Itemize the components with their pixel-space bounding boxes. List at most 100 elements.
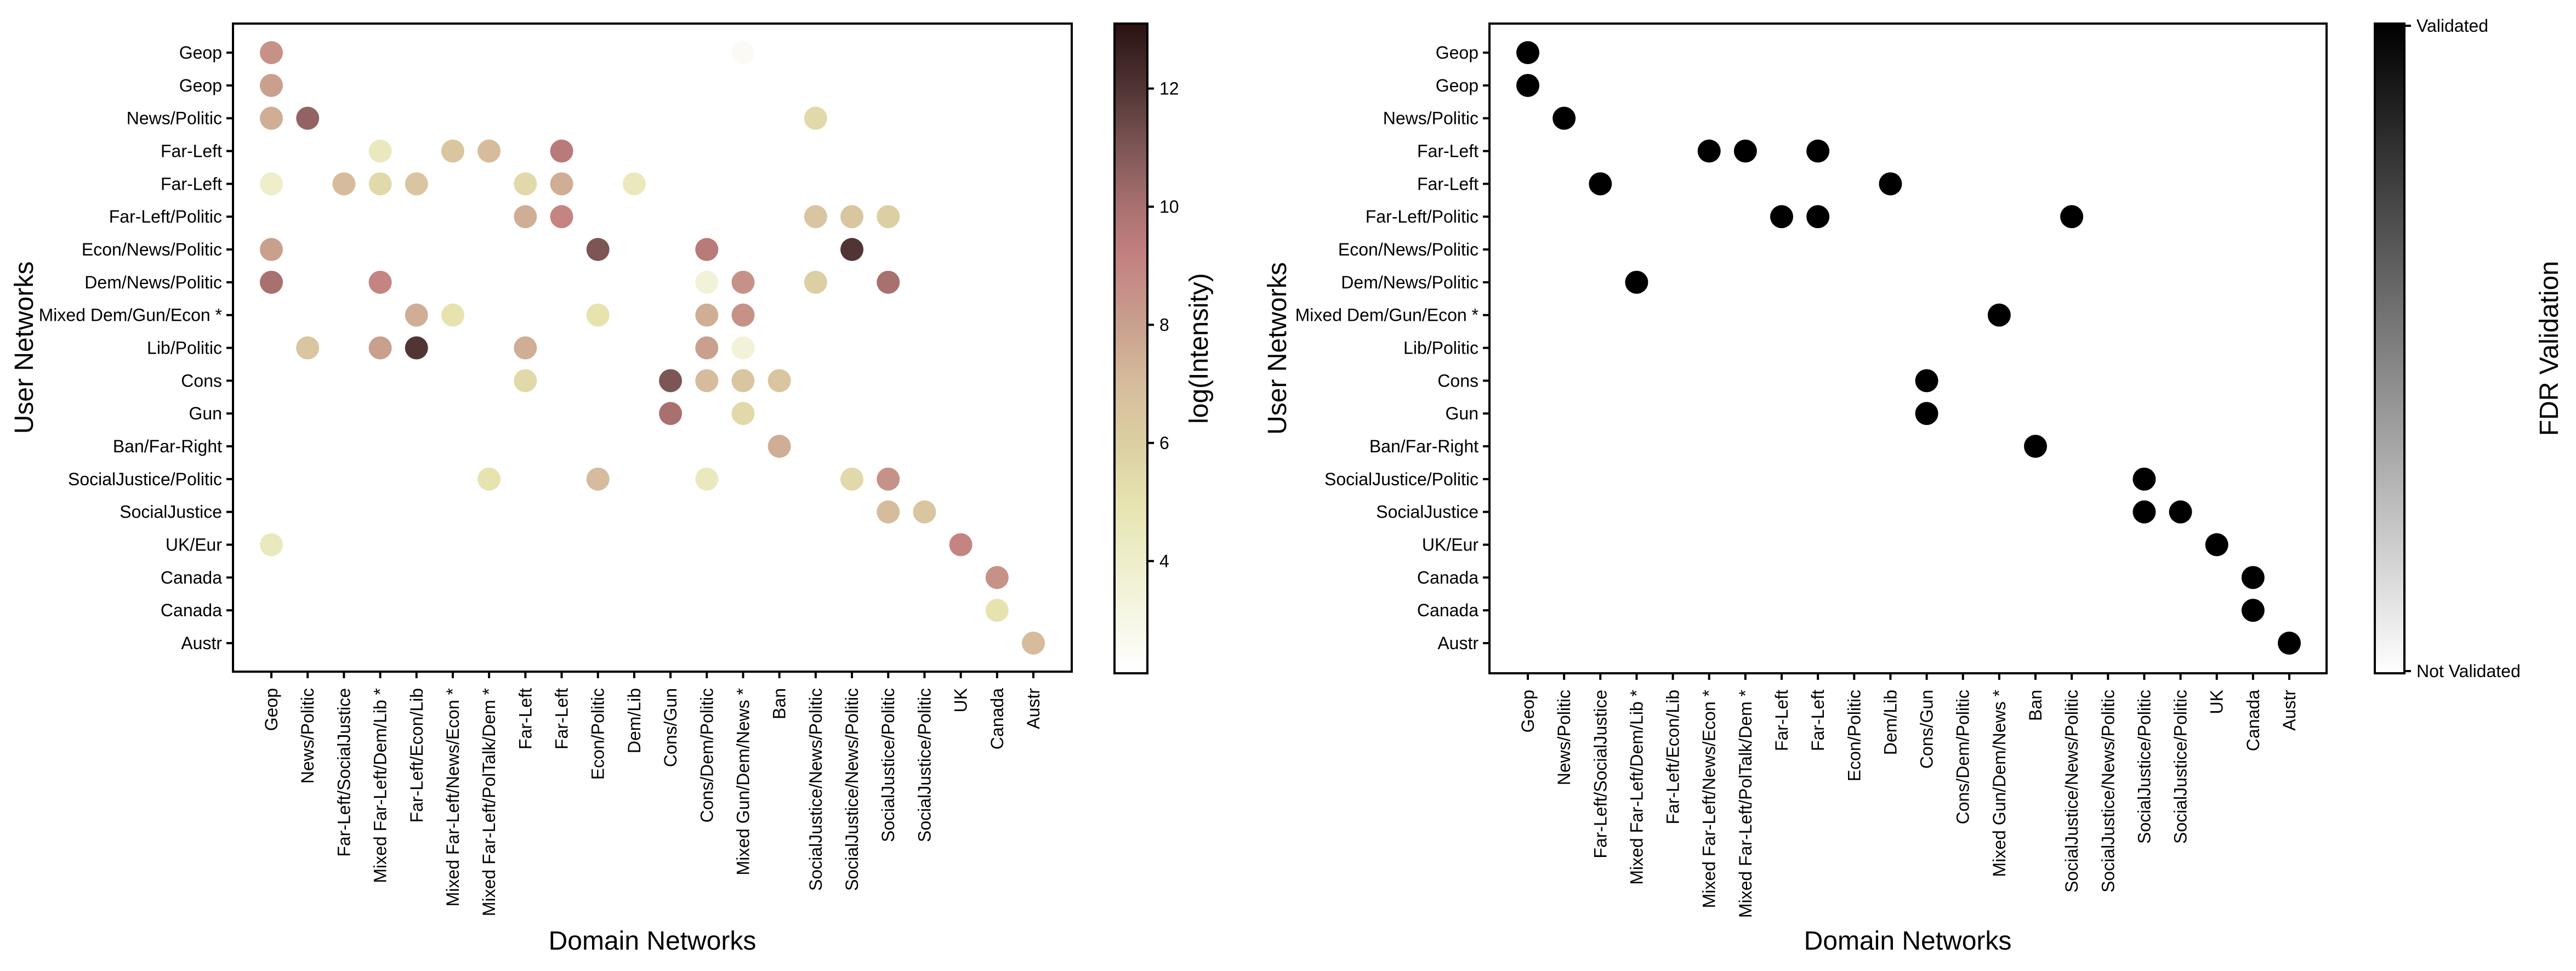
colorbar-label: FDR Validation xyxy=(2535,261,2564,436)
data-point xyxy=(368,270,392,294)
data-point xyxy=(1879,172,1902,196)
data-point xyxy=(1516,73,1539,97)
x-tick-label: Mixed Gun/Dem/News * xyxy=(733,688,753,875)
x-axis-label: Domain Networks xyxy=(549,927,757,956)
x-tick-label: SocialJustice/Politic xyxy=(2171,690,2191,844)
data-point xyxy=(260,270,283,294)
x-tick-label: Far-Left xyxy=(552,688,572,749)
y-tick-label: SocialJustice xyxy=(120,502,222,522)
y-tick-label: Econ/News/Politic xyxy=(1338,240,1479,259)
x-tick-label: Geop xyxy=(1518,690,1538,732)
y-tick-label: News/Politic xyxy=(1383,109,1479,128)
data-point xyxy=(1733,139,1757,163)
x-tick-label: Far-Left xyxy=(1772,690,1792,751)
x-tick-label: SocialJustice/News/Politic xyxy=(806,688,826,891)
colorbar-tick-label: 12 xyxy=(1159,79,1179,99)
data-point xyxy=(985,599,1009,622)
data-point xyxy=(586,303,610,327)
data-point xyxy=(695,238,719,261)
y-tick-label: Canada xyxy=(1417,567,1479,587)
y-tick-label: Lib/Politic xyxy=(147,338,222,358)
data-point xyxy=(260,41,283,64)
data-point xyxy=(731,369,755,393)
y-tick-label: Austr xyxy=(1437,633,1479,653)
x-tick-label: Econ/Politic xyxy=(1844,690,1864,781)
data-point xyxy=(731,41,755,64)
data-point xyxy=(441,139,464,163)
x-tick-label: Canada xyxy=(987,688,1007,749)
data-point xyxy=(877,500,900,524)
data-point xyxy=(622,172,646,196)
x-tick-label: UK xyxy=(2207,690,2227,714)
data-point xyxy=(405,303,428,327)
x-tick-label: Far-Left/Econ/Lib xyxy=(1663,690,1683,824)
data-point xyxy=(368,336,392,360)
y-tick-label: Mixed Dem/Gun/Econ * xyxy=(1295,305,1479,325)
data-point xyxy=(260,106,283,130)
x-tick-label: SocialJustice/Politic xyxy=(2134,690,2154,844)
y-tick-label: Geop xyxy=(179,76,222,95)
y-tick-label: Gun xyxy=(1446,404,1479,423)
data-point xyxy=(368,172,392,196)
y-tick-label: Dem/News/Politic xyxy=(84,272,222,292)
data-point xyxy=(767,369,791,393)
colorbar-bottom-label: Not Validated xyxy=(2416,661,2521,681)
data-point xyxy=(296,106,320,130)
y-tick-label: Far-Left xyxy=(161,174,222,194)
y-tick-label: SocialJustice/Politic xyxy=(68,469,222,489)
x-tick-label: Far-Left xyxy=(515,688,535,749)
data-point xyxy=(514,172,537,196)
x-tick-label: Cons/Dem/Politic xyxy=(697,688,716,822)
x-tick-label: SocialJustice/Politic xyxy=(914,688,934,842)
x-tick-label: Geop xyxy=(261,688,281,731)
data-point xyxy=(840,467,864,491)
data-point xyxy=(949,533,973,557)
data-point xyxy=(913,500,936,524)
y-tick-label: Econ/News/Politic xyxy=(82,240,222,259)
y-tick-label: Geop xyxy=(1436,76,1479,95)
data-point xyxy=(767,435,791,458)
data-point xyxy=(840,205,864,229)
data-point xyxy=(731,270,755,294)
data-point xyxy=(840,238,864,261)
colorbar-tick-label: 8 xyxy=(1159,315,1169,334)
x-tick-label: Austr xyxy=(2279,690,2299,731)
data-point xyxy=(260,73,283,97)
y-tick-label: Gun xyxy=(189,404,222,423)
y-tick-label: Far-Left xyxy=(1417,141,1479,161)
data-point xyxy=(695,303,719,327)
x-tick-label: Ban xyxy=(2026,690,2045,721)
y-tick-label: Canada xyxy=(161,600,222,620)
x-tick-label: UK xyxy=(951,688,971,712)
data-point xyxy=(695,336,719,360)
y-tick-label: SocialJustice/Politic xyxy=(1324,469,1479,489)
data-point xyxy=(731,303,755,327)
data-point xyxy=(550,172,573,196)
y-tick-label: Far-Left/Politic xyxy=(1366,207,1479,226)
data-point xyxy=(877,467,900,491)
y-axis-label: User Networks xyxy=(10,262,39,434)
data-point xyxy=(877,205,900,229)
x-tick-label: SocialJustice/News/Politic xyxy=(2062,690,2082,893)
data-point xyxy=(2133,500,2156,524)
data-point xyxy=(514,336,537,360)
data-point xyxy=(477,139,501,163)
x-tick-label: SocialJustice/Politic xyxy=(878,688,898,842)
x-tick-label: News/Politic xyxy=(1554,690,1574,785)
data-point xyxy=(405,172,428,196)
x-tick-label: SocialJustice/News/Politic xyxy=(2098,690,2118,893)
data-point xyxy=(441,303,464,327)
data-point xyxy=(1553,106,1576,130)
data-point xyxy=(477,467,501,491)
data-point xyxy=(260,172,283,196)
data-point xyxy=(877,270,900,294)
data-point xyxy=(804,205,827,229)
x-tick-label: Mixed Gun/Dem/News * xyxy=(1989,690,2009,877)
data-point xyxy=(695,270,719,294)
data-point xyxy=(260,533,283,557)
data-point xyxy=(1915,402,1938,425)
x-tick-label: Dem/Lib xyxy=(1880,690,1900,755)
data-point xyxy=(985,566,1009,589)
intensity-panel: Geop Geop News/Politic Far-Left Far-Left Far-… xyxy=(10,22,1214,956)
x-tick-label: Mixed Far-Left/Dem/Lib * xyxy=(371,688,390,883)
